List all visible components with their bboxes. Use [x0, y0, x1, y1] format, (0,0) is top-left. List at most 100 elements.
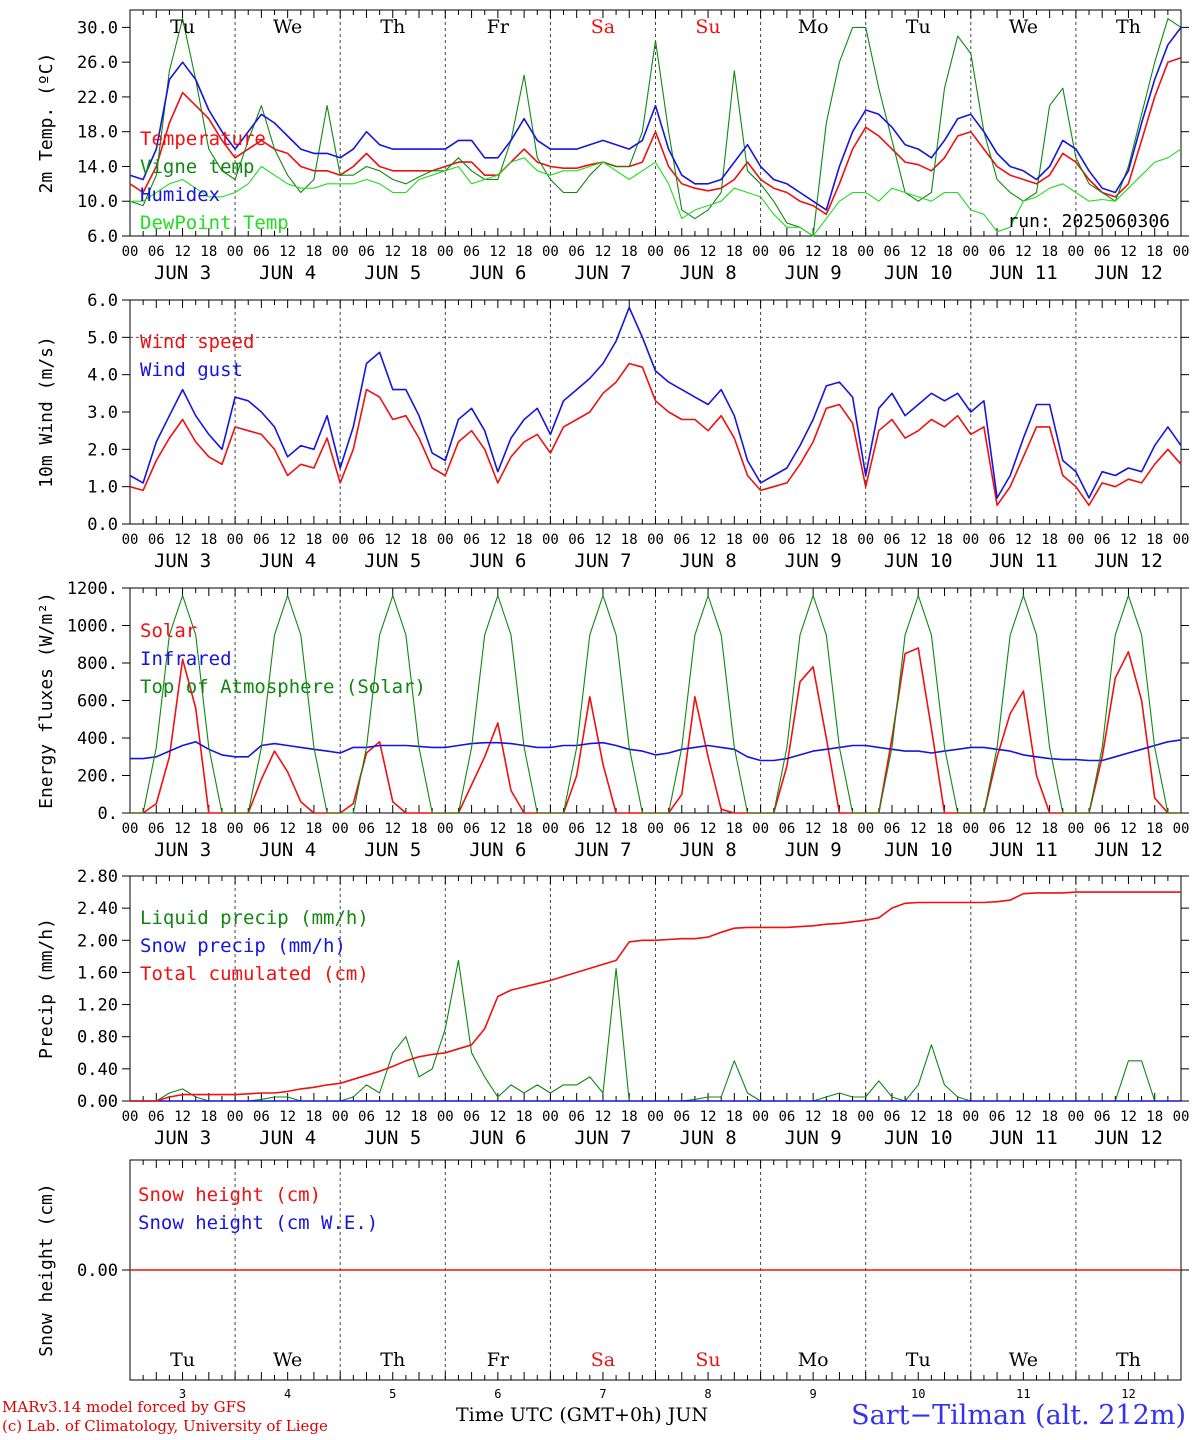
energy-hour-label: 00 [122, 821, 139, 837]
wind-hour-label: 18 [305, 532, 322, 548]
energy-date-label: JUN 4 [259, 839, 316, 861]
precip-hour-label: 00 [542, 1109, 559, 1125]
energy-hour-label: 00 [857, 821, 874, 837]
energy-hour-label: 12 [1015, 821, 1032, 837]
lab-credit: (c) Lab. of Climatology, University of L… [2, 1417, 328, 1435]
wind-hour-label: 00 [437, 532, 454, 548]
precip-hour-label: 00 [122, 1109, 139, 1125]
energy-date-label: JUN 11 [989, 839, 1058, 861]
precip-hour-label: 12 [910, 1109, 927, 1125]
weekday-label-bottom: Th [1116, 1349, 1141, 1371]
weekday-label-top: Su [695, 16, 720, 38]
wind-hour-label: 06 [463, 532, 480, 548]
energy-ytick-label: 600. [77, 692, 118, 712]
temp-hour-label: 18 [305, 244, 322, 260]
wind-date-label: JUN 11 [989, 550, 1058, 572]
precip-hour-label: 00 [227, 1109, 244, 1125]
precip-ytick-label: 2.00 [77, 931, 118, 951]
energy-series-top-of-atmosphere-solar- [130, 594, 1181, 814]
temp-series-humidex [129, 26, 1182, 211]
precip-hour-label: 06 [358, 1109, 375, 1125]
temp-date-label: JUN 6 [469, 262, 526, 284]
temp-hour-label: 00 [437, 244, 454, 260]
wind-hour-label: 06 [148, 532, 165, 548]
energy-hour-label: 06 [148, 821, 165, 837]
weekday-label-top: We [1009, 16, 1038, 38]
precip-hour-label: 06 [148, 1109, 165, 1125]
precip-hour-label: 12 [595, 1109, 612, 1125]
energy-hour-label: 00 [437, 821, 454, 837]
precip-ylabel: Precip (mm/h) [36, 918, 57, 1059]
weekday-label-bottom: Th [380, 1349, 405, 1371]
temp-hour-label: 00 [227, 244, 244, 260]
energy-hour-label: 12 [1120, 821, 1137, 837]
energy-hour-label: 00 [227, 821, 244, 837]
wind-hour-label: 12 [805, 532, 822, 548]
precip-hour-label: 18 [831, 1109, 848, 1125]
precip-hour-label: 00 [647, 1109, 664, 1125]
precip-ytick-label: 1.20 [77, 996, 118, 1016]
wind-date-label: JUN 3 [154, 550, 211, 572]
temp-hour-label: 00 [1067, 244, 1084, 260]
energy-hour-label: 18 [516, 821, 533, 837]
wind-hour-label: 06 [673, 532, 690, 548]
temp-hour-label: 00 [857, 244, 874, 260]
energy-hour-label: 00 [647, 821, 664, 837]
wind-date-label: JUN 10 [884, 550, 953, 572]
weekday-label-bottom: Mo [798, 1349, 829, 1371]
weekday-label-bottom: We [273, 1349, 302, 1371]
temp-legend-vigne-temp: Vigne temp [140, 156, 254, 178]
footer-credits: MARv3.14 model forced by GFS (c) Lab. of… [2, 1398, 328, 1436]
wind-date-label: JUN 12 [1094, 550, 1163, 572]
precip-date-label: JUN 7 [574, 1127, 631, 1149]
temp-ytick-label: 10.0 [77, 192, 118, 212]
snow-ytick-label: 0.00 [77, 1261, 118, 1281]
wind-hour-label: 06 [1094, 532, 1111, 548]
energy-series-infrared [130, 739, 1182, 762]
wind-ylabel: 10m Wind (m/s) [36, 336, 57, 488]
wind-hour-label: 18 [726, 532, 743, 548]
energy-hour-label: 06 [778, 821, 795, 837]
precip-hour-label: 00 [332, 1109, 349, 1125]
wind-ytick-label: 1.0 [87, 478, 118, 498]
precip-date-label: JUN 3 [154, 1127, 211, 1149]
precip-hour-label: 06 [778, 1109, 795, 1125]
model-credit: MARv3.14 model forced by GFS [2, 1398, 247, 1416]
temp-hour-label: 06 [148, 244, 165, 260]
wind-date-label: JUN 7 [574, 550, 631, 572]
temp-date-label: JUN 3 [154, 262, 211, 284]
temp-ytick-label: 14.0 [77, 157, 118, 177]
precip-hour-label: 12 [700, 1109, 717, 1125]
precip-hour-label: 00 [437, 1109, 454, 1125]
snow-legend-snow-height-cm-: Snow height (cm) [138, 1184, 321, 1206]
precip-hour-label: 12 [279, 1109, 296, 1125]
precip-hour-label: 00 [1173, 1109, 1190, 1125]
temp-hour-label: 12 [805, 244, 822, 260]
energy-hour-label: 18 [726, 821, 743, 837]
energy-hour-label: 12 [910, 821, 927, 837]
temp-hour-label: 18 [831, 244, 848, 260]
precip-hour-label: 12 [1120, 1109, 1137, 1125]
energy-legend-infrared: Infrared [140, 648, 232, 670]
temp-date-label: JUN 11 [989, 262, 1058, 284]
temp-ytick-label: 6.0 [87, 227, 118, 247]
temp-hour-label: 06 [463, 244, 480, 260]
wind-hour-label: 18 [1146, 532, 1163, 548]
temp-hour-label: 18 [1146, 244, 1163, 260]
temp-date-label: JUN 4 [259, 262, 316, 284]
weekday-label-bottom: Sa [591, 1349, 615, 1371]
temp-hour-label: 12 [384, 244, 401, 260]
temp-ytick-label: 22.0 [77, 88, 118, 108]
energy-date-label: JUN 12 [1094, 839, 1163, 861]
precip-ytick-label: 0.00 [77, 1092, 118, 1112]
wind-hour-label: 18 [516, 532, 533, 548]
temp-hour-label: 00 [332, 244, 349, 260]
temp-hour-label: 00 [647, 244, 664, 260]
weekday-label-bottom: Su [695, 1349, 720, 1371]
wind-legend-wind-gust: Wind gust [140, 359, 243, 381]
energy-legend-solar: Solar [140, 620, 197, 642]
temp-hour-label: 06 [673, 244, 690, 260]
temp-hour-label: 12 [174, 244, 191, 260]
energy-hour-label: 18 [411, 821, 428, 837]
